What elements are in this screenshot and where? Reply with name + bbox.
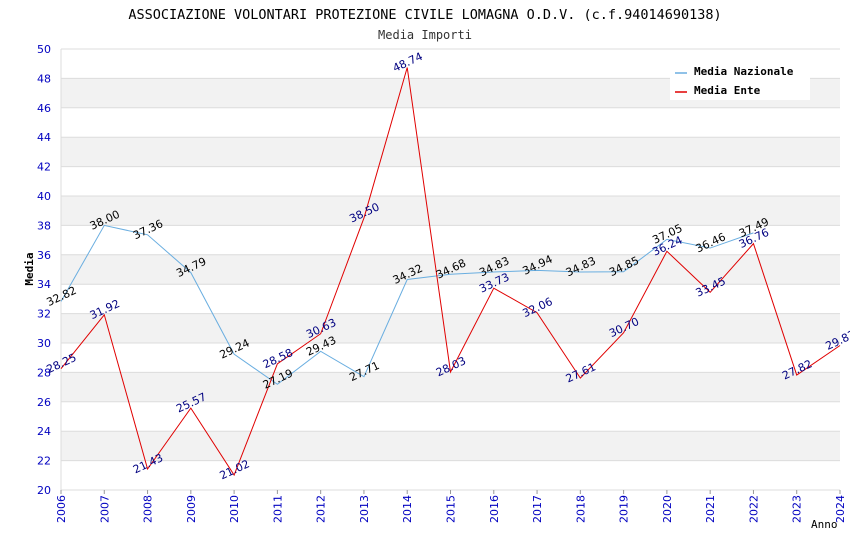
x-tick-label: 2019: [618, 495, 631, 523]
x-tick-label: 2013: [358, 495, 371, 523]
x-tick-label: 2016: [488, 495, 501, 523]
x-tick-label: 2018: [574, 495, 587, 523]
plot-band: [61, 196, 840, 226]
plot-band: [61, 343, 840, 373]
x-tick-label: 2024: [834, 495, 847, 523]
plot-band: [61, 431, 840, 461]
legend-box: [670, 60, 810, 100]
y-tick-label: 40: [37, 190, 51, 203]
x-tick-label: 2022: [747, 495, 760, 523]
x-tick-labels: 2006 2007 2008 2009 2010 2011 2012 2013 2014 2015…: [55, 495, 847, 523]
x-tick-label: 2011: [271, 495, 284, 523]
series-lines: [60, 67, 841, 477]
plot-band: [61, 166, 840, 196]
x-tick-label: 2020: [661, 495, 674, 523]
y-tick-label: 50: [37, 43, 51, 56]
x-tick-label: 2009: [185, 495, 198, 523]
y-tick-labels: 20 22 24 26 28 30 32 34 36 38 40 42 44 46 48 50: [37, 43, 51, 497]
y-tick-label: 44: [37, 131, 51, 144]
plot-band: [61, 107, 840, 138]
y-axis-label: Media: [23, 252, 36, 285]
y-tick-label: 26: [37, 396, 51, 409]
legend-label-media-ente: Media Ente: [694, 84, 761, 97]
x-tick-label: 2007: [98, 495, 111, 523]
y-tick-label: 24: [37, 425, 51, 438]
x-tick-marks: [60, 490, 841, 494]
y-tick-label: 22: [37, 455, 51, 468]
y-tick-label: 30: [37, 337, 51, 350]
y-tick-label: 20: [37, 484, 51, 497]
x-tick-label: 2021: [704, 495, 717, 523]
plot-band: [61, 460, 840, 490]
plot-background: [61, 49, 840, 490]
x-tick-label: 2023: [791, 495, 804, 523]
plot-band: [61, 372, 840, 402]
series-line-media-nazionale: [60, 224, 754, 385]
chart-subtitle: Media Importi: [378, 28, 472, 42]
x-axis-label: Anno: [811, 518, 838, 531]
y-tick-label: 36: [37, 249, 51, 262]
y-tick-label: 32: [37, 308, 51, 321]
x-tick-label: 2006: [55, 495, 68, 523]
y-tick-label: 38: [37, 219, 51, 232]
x-tick-label: 2010: [228, 495, 241, 523]
x-tick-label: 2017: [531, 495, 544, 523]
plot-band: [61, 401, 840, 432]
plot-band: [61, 137, 840, 167]
y-tick-label: 42: [37, 161, 51, 174]
x-tick-label: 2015: [445, 495, 458, 523]
y-tick-label: 34: [37, 278, 51, 291]
x-tick-label: 2014: [401, 495, 414, 523]
plot-band: [61, 225, 840, 255]
plot-band: [61, 254, 840, 285]
legend: Media Nazionale Media Ente: [670, 60, 810, 100]
x-tick-label: 2008: [142, 495, 155, 523]
plot-band: [61, 313, 840, 343]
plot-band: [61, 284, 840, 314]
y-tick-label: 48: [37, 72, 51, 85]
chart-title: ASSOCIAZIONE VOLONTARI PROTEZIONE CIVILE…: [128, 7, 721, 23]
series-line-media-ente: [60, 67, 841, 477]
y-tick-label: 28: [37, 366, 51, 379]
y-tick-label: 46: [37, 102, 51, 115]
legend-label-media-nazionale: Media Nazionale: [694, 65, 794, 78]
x-tick-label: 2012: [315, 495, 328, 523]
